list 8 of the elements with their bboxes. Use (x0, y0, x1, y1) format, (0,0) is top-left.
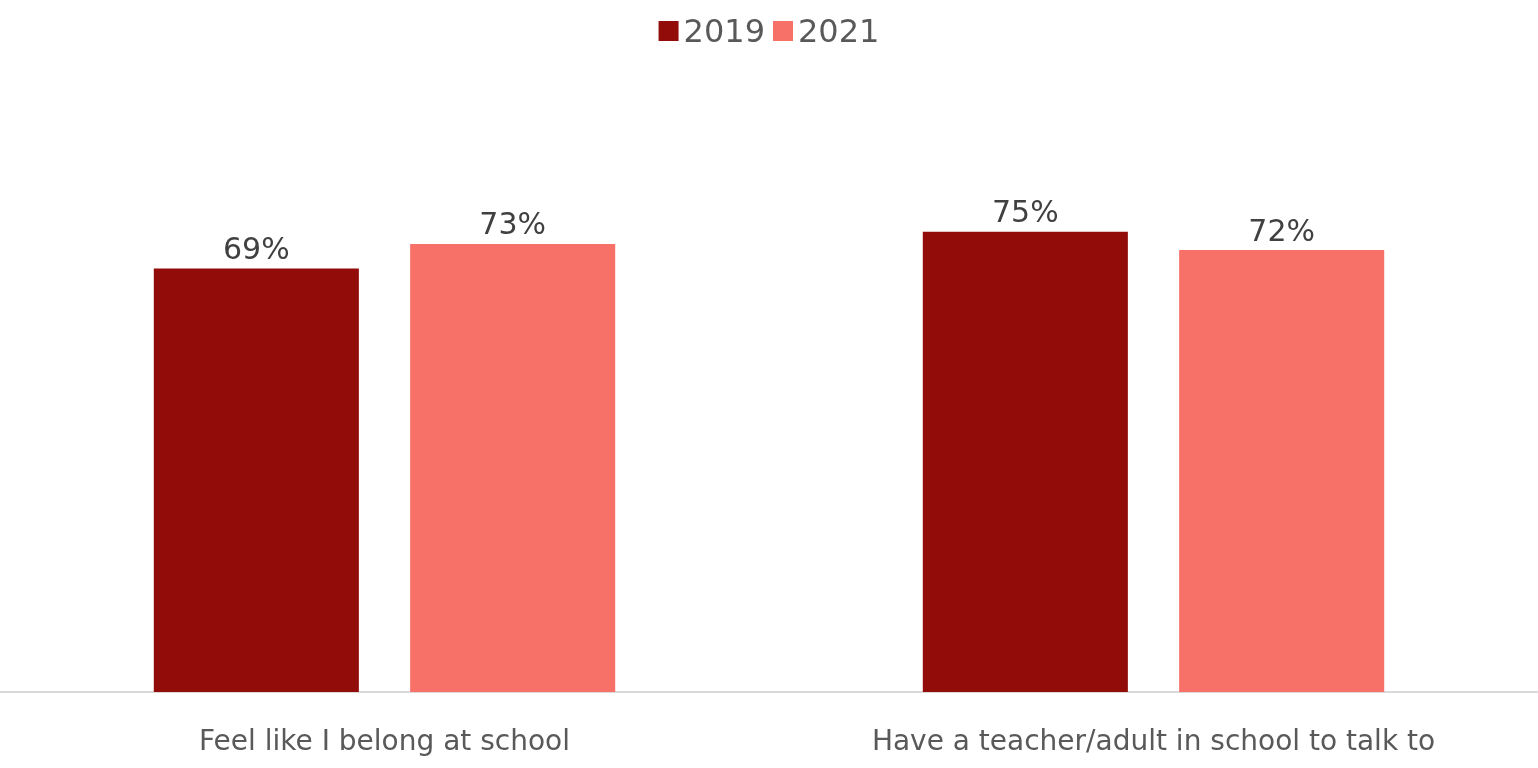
data-label: 75% (991, 194, 1059, 230)
data-label: 73% (479, 206, 547, 242)
x-tick-label: Have a teacher/adult in school to talk to (871, 723, 1436, 757)
legend-label: 2019 (683, 12, 765, 50)
legend-label: 2021 (798, 12, 880, 50)
x-tick-label: Feel like I belong at school (199, 723, 570, 757)
data-label: 69% (222, 231, 290, 267)
data-label: 72% (1248, 212, 1316, 248)
